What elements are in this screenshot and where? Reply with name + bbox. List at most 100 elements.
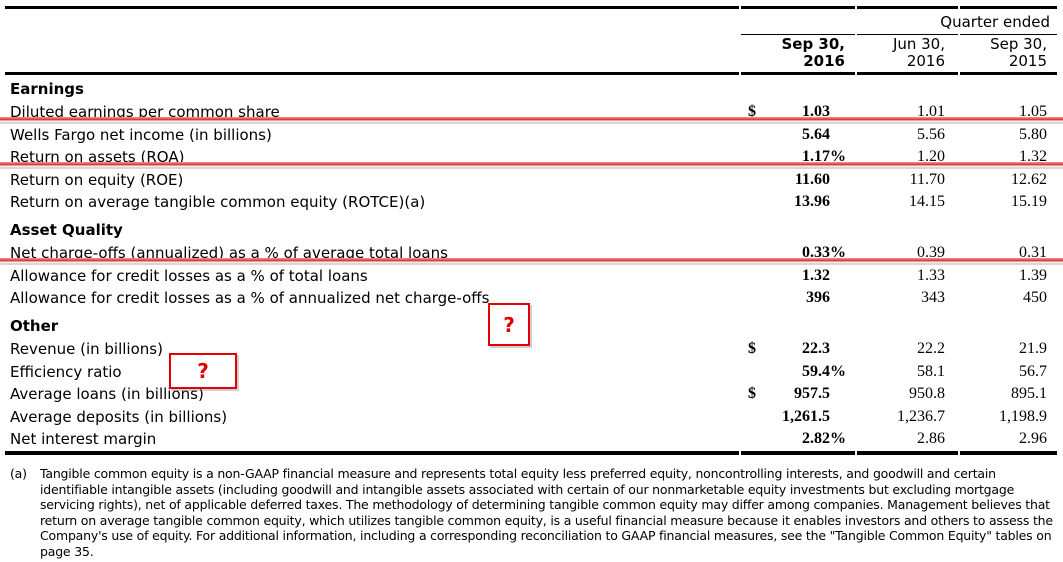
value-prior-quarter: 1.20 [917,148,945,166]
section-header-other: Other [5,310,1057,339]
table-row-net-charge-offs-annualized-as-a-of-avera: Net charge-offs (annualized) as a % of a… [0,242,1063,265]
spacer-cell [5,34,739,35]
value-current-quarter: $22.3 [741,340,855,358]
value-current-quarter: 1,261.5 [741,408,855,426]
value-year-ago-quarter: 5.80 [1019,125,1047,143]
value-current-quarter: 59.4% [741,363,855,381]
table-row-return-on-assets-roa: Return on assets (ROA) 1.17% 1.20 1.32 [0,146,1063,169]
value-year-ago-quarter: 450 [1023,289,1047,307]
value-year-ago-quarter: 12.62 [1011,170,1047,188]
dollar-sign: $ [748,103,756,121]
value-year-ago-quarter: 15.19 [1011,193,1047,211]
section-title: Earnings [10,80,84,98]
rule-segment [960,450,1057,455]
value-prior-quarter: 58.1 [917,362,945,380]
percent-suffix: % [830,430,846,448]
row-label: Wells Fargo net income (in billions) [10,125,272,144]
column-header-line2: 2016 [803,52,845,70]
value-current-quarter: 2.82% [741,430,855,448]
rule-segment [741,450,855,455]
column-header-line2: 2016 [906,52,945,70]
column-header-sep-30-2015: Sep 30, 2015 [960,36,1057,72]
value-number: 1,261.5 [782,407,830,425]
value-number: 0.33 [802,244,830,262]
percent-suffix: % [830,244,846,262]
value-current-quarter: 5.64 [741,126,855,144]
row-label: Allowance for credit losses as a % of to… [10,266,368,285]
question-annotation-box: ? [169,353,237,389]
footnote-text: Tangible common equity is a non-GAAP fin… [40,466,1053,559]
rule-segment [741,6,855,9]
value-prior-quarter: 5.56 [917,125,945,143]
dollar-sign: $ [748,385,756,403]
column-header-row: Sep 30, 2016 Jun 30, 2016 Sep 30, 2015 [5,35,1057,72]
column-header-jun-30-2016: Jun 30, 2016 [857,36,958,72]
table-row-revenue-in-billions: Revenue (in billions) $22.3 22.2 21.9 [5,338,1057,361]
value-year-ago-quarter: 1,198.9 [999,407,1047,425]
percent-suffix: % [830,148,846,166]
table-row-allowance-for-credit-losses-as-a-of-tota: Allowance for credit losses as a % of to… [5,265,1057,288]
table-row-diluted-earnings-per-common-share: Diluted earnings per common share $1.03 1.… [0,101,1063,124]
percent-suffix: % [830,362,846,380]
value-number: 396 [806,289,830,307]
section-header-asset-quality: Asset Quality [5,214,1057,243]
table-row-return-on-equity-roe: Return on equity (ROE) 11.60 11.70 12.62 [5,169,1057,192]
value-current-quarter: $1.03 [741,103,855,121]
value-number: 1.17 [802,148,830,166]
value-year-ago-quarter: 1.05 [1019,103,1047,121]
value-number: 5.64 [802,125,830,143]
question-mark: ? [197,359,209,383]
table-row-average-deposits-in-billions: Average deposits (in billions) 1,261.5 1,2… [5,406,1057,429]
rule-segment [857,72,958,75]
value-number: 59.4 [802,362,830,380]
rule-segment [741,34,855,35]
row-label: Net interest margin [10,430,157,449]
column-header-rule [5,34,1057,35]
section-title: Asset Quality [10,221,123,239]
value-prior-quarter: 22.2 [917,340,945,358]
value-year-ago-quarter: 21.9 [1019,340,1047,358]
value-current-quarter: 1.17% [741,148,855,166]
section-header-earnings: Earnings [5,75,1057,101]
value-prior-quarter: 11.70 [909,170,945,188]
value-prior-quarter: 0.39 [917,244,945,262]
table-row-average-loans-in-billions: Average loans (in billions) $957.5 950.8 89… [5,383,1057,406]
table-row-wells-fargo-net-income-in-billions: Wells Fargo net income (in billions) 5.64… [5,124,1057,147]
row-label: Average loans (in billions) [10,385,204,404]
value-number: 1.03 [802,103,830,121]
value-number: 957.5 [794,385,830,403]
rule-segment [741,72,855,75]
value-prior-quarter: 343 [921,289,945,307]
table-bottom-rule [5,450,1057,455]
column-header-line2: 2015 [1008,52,1047,70]
value-current-quarter: 13.96 [741,193,855,211]
column-header-line1: Jun 30, [892,35,945,53]
section-title: Other [10,317,59,335]
row-label: Efficiency ratio [10,362,122,381]
value-year-ago-quarter: 0.31 [1019,244,1047,262]
value-number: 11.60 [794,170,830,188]
red-underline-annotation [0,117,1063,124]
header-bottom-rule [5,72,1057,75]
footnote: (a) Tangible common equity is a non-GAAP… [5,466,1055,559]
table-row-net-interest-margin: Net interest margin 2.82% 2.86 2.96 [5,428,1057,451]
value-number: 13.96 [794,193,830,211]
value-year-ago-quarter: 895.1 [1011,385,1047,403]
value-year-ago-quarter: 1.39 [1019,266,1047,284]
row-label: Return on assets (ROA) [10,148,185,167]
table-row-efficiency-ratio: Efficiency ratio 59.4% 58.1 56.7 [5,361,1057,384]
table-row-allowance-for-credit-losses-as-a-of-annu: Allowance for credit losses as a % of an… [5,287,1057,310]
rule-segment [960,6,1057,9]
value-number: 2.82 [802,430,830,448]
value-number: 22.3 [802,340,830,358]
rule-segment [5,450,739,455]
rule-segment [5,72,739,75]
row-label: Return on average tangible common equity… [10,193,426,212]
value-number: 1.32 [802,266,830,284]
value-prior-quarter: 950.8 [909,385,945,403]
row-label: Average deposits (in billions) [10,407,228,426]
value-current-quarter: 396 [741,289,855,307]
value-year-ago-quarter: 2.96 [1019,430,1047,448]
column-header-sep-30-2016: Sep 30, 2016 [741,36,855,72]
